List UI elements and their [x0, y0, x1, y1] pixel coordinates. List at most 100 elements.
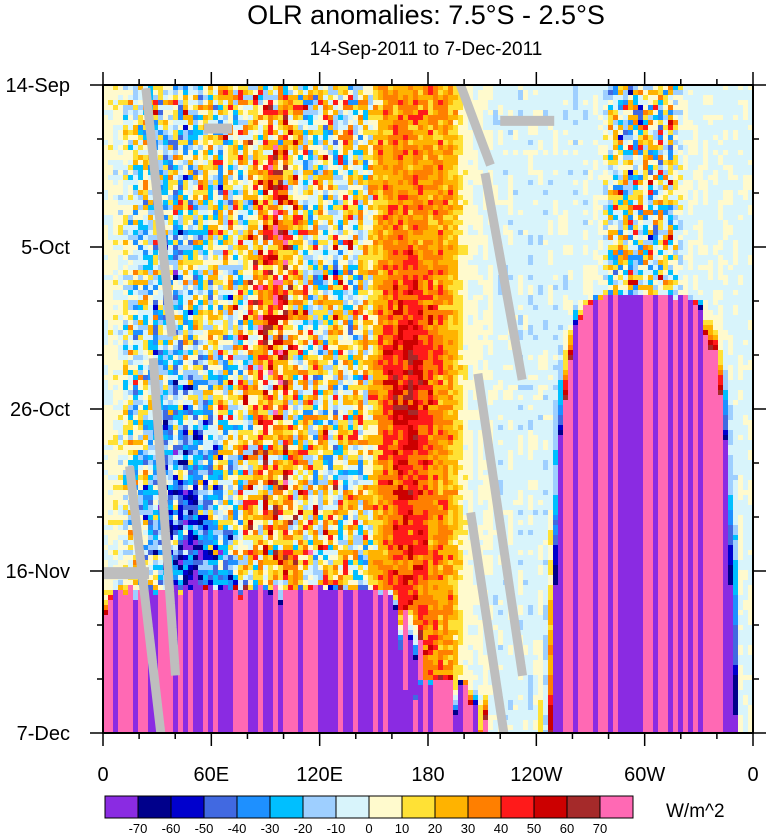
field-cell	[123, 175, 128, 180]
field-cell	[278, 185, 283, 190]
field-cell	[178, 155, 183, 160]
field-cell	[193, 220, 198, 225]
field-cell	[493, 205, 508, 210]
field-cell	[363, 315, 368, 320]
field-cell	[183, 345, 188, 350]
field-cell	[598, 160, 603, 165]
field-cell	[688, 150, 698, 155]
field-cell	[348, 170, 353, 175]
field-cell	[418, 245, 428, 250]
field-cell	[448, 235, 453, 240]
field-cell	[423, 90, 428, 95]
field-cell	[298, 260, 303, 265]
field-cell	[478, 230, 483, 235]
field-cell	[428, 85, 433, 90]
field-cell	[303, 165, 308, 170]
field-cell	[208, 160, 213, 165]
field-cell	[243, 325, 248, 330]
field-cell	[443, 90, 448, 95]
field-cell	[593, 330, 598, 335]
field-cell	[288, 190, 293, 195]
field-cell	[278, 320, 283, 325]
field-cell	[413, 290, 423, 295]
field-cell	[388, 230, 393, 235]
field-cell	[533, 260, 548, 265]
field-cell	[648, 235, 653, 240]
field-cell	[518, 135, 553, 140]
field-cell	[438, 165, 443, 170]
field-cell	[643, 185, 648, 190]
field-cell	[478, 280, 493, 285]
field-cell	[103, 205, 133, 210]
field-cell	[528, 180, 533, 185]
field-cell	[258, 110, 263, 115]
field-cell	[418, 150, 423, 155]
field-cell	[578, 100, 583, 105]
field-cell	[383, 320, 388, 325]
field-cell	[348, 265, 358, 270]
field-cell	[128, 135, 138, 140]
field-cell	[613, 205, 618, 210]
field-cell	[243, 335, 248, 340]
field-cell	[378, 315, 388, 320]
field-cell	[533, 275, 553, 280]
field-cell	[698, 350, 703, 355]
field-cell	[148, 200, 153, 205]
field-cell	[178, 160, 183, 165]
field-cell	[148, 345, 158, 350]
field-cell	[358, 235, 363, 240]
field-cell	[423, 200, 428, 205]
field-cell	[348, 185, 363, 190]
field-cell	[178, 330, 183, 335]
field-cell	[263, 305, 268, 310]
field-cell	[568, 110, 583, 115]
field-cell	[413, 210, 428, 215]
field-cell	[658, 115, 663, 120]
field-cell	[703, 305, 708, 310]
field-cell	[518, 305, 523, 310]
field-cell	[568, 115, 583, 120]
field-cell	[523, 275, 528, 280]
field-cell	[633, 165, 638, 170]
field-cell	[618, 260, 623, 265]
field-cell	[308, 315, 313, 320]
field-cell	[288, 355, 293, 360]
field-cell	[693, 225, 703, 230]
field-cell	[138, 345, 143, 350]
field-cell	[268, 285, 273, 290]
field-cell	[203, 145, 208, 150]
field-cell	[178, 165, 183, 170]
field-cell	[693, 120, 708, 125]
field-cell	[208, 355, 213, 360]
field-cell	[703, 190, 708, 195]
field-cell	[398, 270, 428, 275]
field-cell	[403, 260, 418, 265]
field-cell	[218, 115, 223, 120]
field-cell	[333, 185, 338, 190]
field-cell	[223, 110, 228, 115]
field-cell	[698, 310, 703, 315]
field-cell	[183, 255, 188, 260]
field-cell	[433, 240, 438, 245]
field-cell	[418, 335, 428, 340]
field-cell	[293, 340, 298, 345]
field-cell	[148, 355, 153, 360]
field-cell	[503, 255, 528, 260]
field-cell	[108, 335, 118, 340]
field-cell	[333, 235, 338, 240]
field-cell	[103, 110, 113, 115]
field-cell	[238, 210, 248, 215]
field-cell	[368, 195, 373, 200]
field-cell	[548, 250, 553, 255]
field-cell	[183, 205, 188, 210]
field-cell	[733, 260, 738, 265]
field-cell	[253, 145, 258, 150]
field-cell	[288, 180, 293, 185]
field-cell	[228, 285, 233, 290]
field-cell	[248, 235, 253, 240]
field-cell	[558, 325, 563, 330]
field-cell	[378, 345, 383, 350]
field-cell	[248, 180, 253, 185]
field-cell	[183, 130, 188, 135]
field-cell	[398, 325, 408, 330]
